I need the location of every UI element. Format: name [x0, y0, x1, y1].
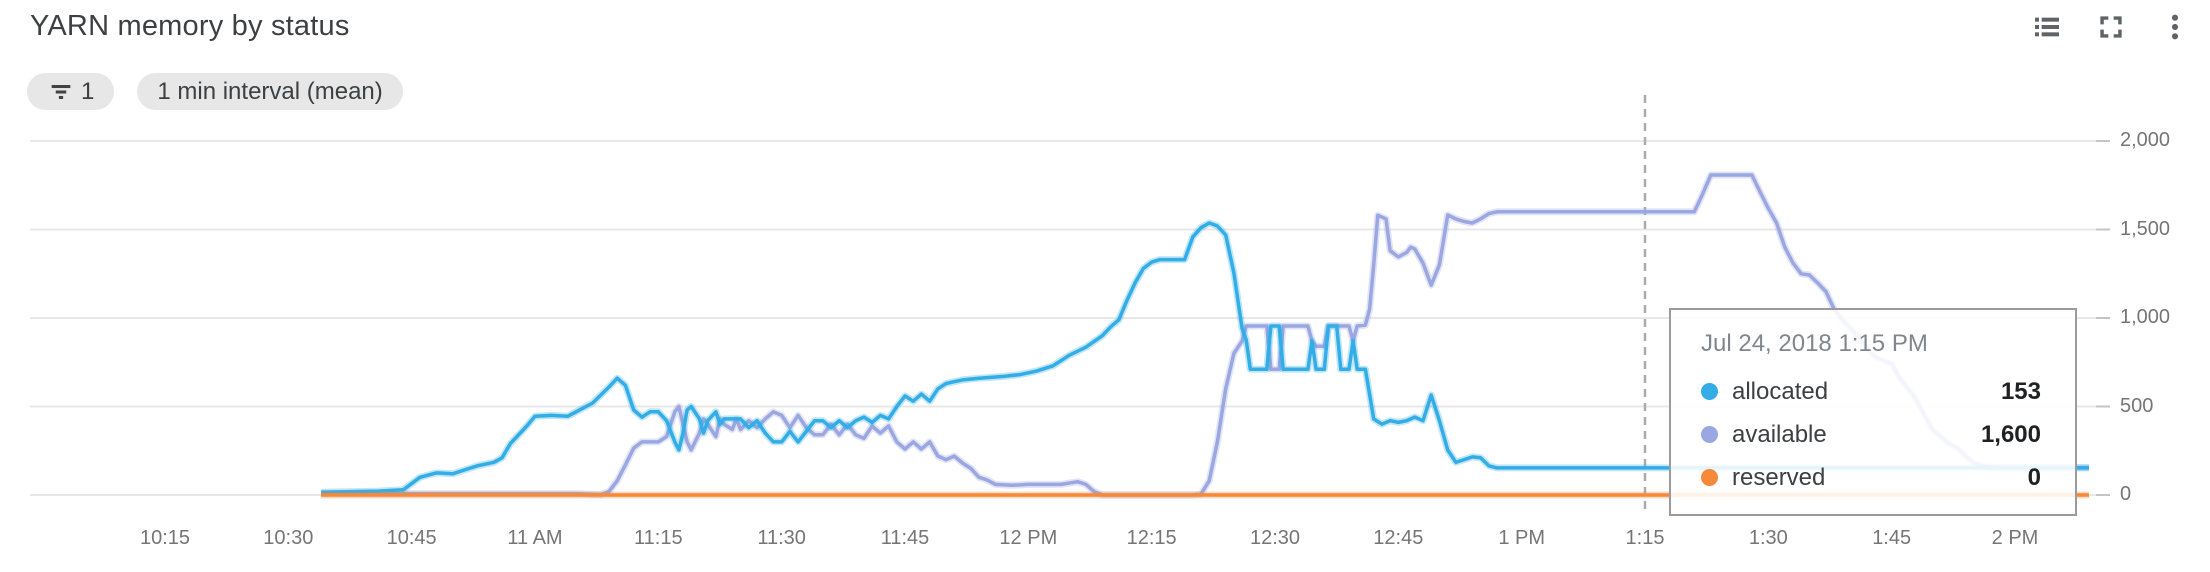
- list-icon: [2031, 11, 2063, 48]
- tooltip-value: 0: [2027, 463, 2041, 491]
- x-axis-label: 1:30: [1748, 527, 1788, 549]
- x-axis-label: 12:15: [1126, 527, 1177, 549]
- hover-tooltip: Jul 24, 2018 1:15 PM allocated 153 avail…: [1669, 308, 2077, 516]
- filter-icon: [47, 78, 75, 106]
- x-axis-label: 10:30: [263, 527, 314, 549]
- fullscreen-button[interactable]: [2094, 12, 2128, 46]
- x-axis-label: 11:45: [880, 527, 930, 549]
- chart-title: YARN memory by status: [30, 10, 350, 42]
- kebab-icon: [2159, 11, 2191, 48]
- tooltip-value: 153: [2000, 377, 2041, 405]
- tooltip-label: available: [1732, 420, 1827, 448]
- y-axis-label: 1,500: [2120, 217, 2171, 240]
- interval-chip-label: 1 min interval (mean): [157, 77, 383, 105]
- interval-chip[interactable]: 1 min interval (mean): [137, 73, 403, 110]
- legend-list-button[interactable]: [2030, 12, 2064, 46]
- tooltip-label: allocated: [1732, 377, 1829, 405]
- series-allocated-line: [321, 221, 2089, 495]
- x-axis-label: 11:15: [634, 527, 683, 549]
- x-axis-label: 2 PM: [1991, 527, 2039, 549]
- series-available-line: [321, 173, 2089, 497]
- tooltip-row-reserved: reserved 0: [1701, 456, 2041, 499]
- tooltip-value: 1,600: [1980, 420, 2041, 448]
- tooltip-row-allocated: allocated 153: [1701, 370, 2041, 413]
- fullscreen-icon: [2095, 11, 2127, 48]
- filter-bar: 1 1 min interval (mean): [27, 73, 403, 110]
- y-axis-label: 1,000: [2120, 306, 2171, 328]
- reserved-series-dot: [1701, 469, 1718, 486]
- x-axis-label: 11 AM: [507, 527, 563, 549]
- tooltip-date: Jul 24, 2018 1:15 PM: [1701, 330, 1928, 357]
- y-axis-label: 0: [2120, 483, 2132, 505]
- more-options-button[interactable]: [2158, 12, 2192, 46]
- allocated-series-dot: [1701, 383, 1718, 400]
- x-axis-label: 11:30: [757, 527, 806, 549]
- x-axis-label: 12:45: [1373, 527, 1424, 549]
- filter-chip[interactable]: 1: [27, 73, 115, 110]
- y-axis-label: 2,000: [2120, 129, 2171, 151]
- x-axis-label: 12:30: [1249, 527, 1301, 549]
- x-axis-label: 12 PM: [999, 527, 1058, 549]
- available-series-dot: [1701, 426, 1718, 443]
- y-axis-label: 500: [2120, 394, 2154, 417]
- x-axis-label: 1 PM: [1498, 527, 1545, 549]
- x-axis-label: 1:45: [1872, 527, 1912, 549]
- x-axis-label: 10:15: [139, 527, 191, 549]
- x-axis-label: 1:15: [1625, 527, 1665, 549]
- filter-chip-label: 1: [81, 77, 95, 105]
- chart-actions: [2030, 12, 2192, 46]
- tooltip-row-available: available 1,600: [1701, 413, 2041, 456]
- tooltip-label: reserved: [1732, 463, 1826, 491]
- x-axis-label: 10:45: [386, 527, 437, 549]
